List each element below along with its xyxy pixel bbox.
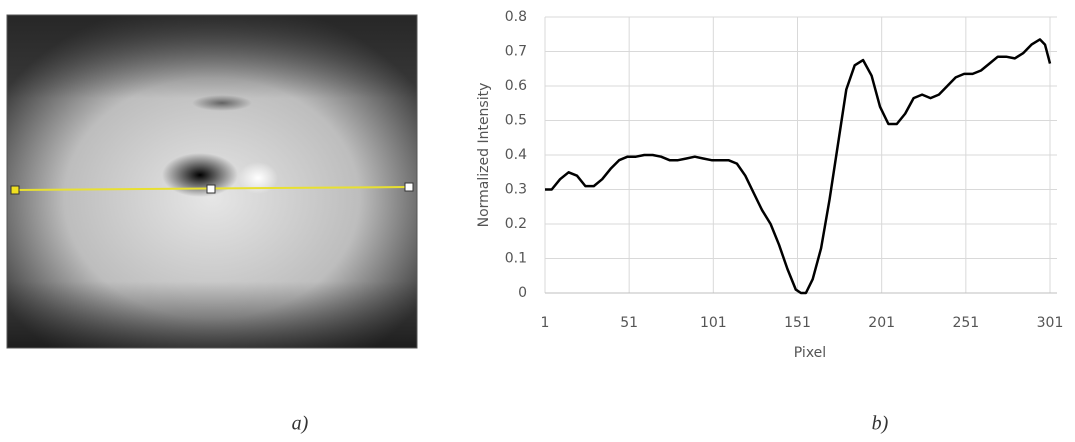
- x-tick-label: 101: [700, 315, 727, 331]
- x-axis-title: Pixel: [794, 345, 826, 361]
- image-panel: [6, 14, 418, 349]
- y-tick-label: 0.5: [505, 113, 527, 129]
- x-tick-label: 1: [541, 315, 550, 331]
- y-tick-label: 0.7: [505, 44, 527, 60]
- x-tick-label: 301: [1037, 315, 1064, 331]
- y-tick-label: 0.1: [505, 251, 527, 267]
- x-tick-label: 201: [868, 315, 895, 331]
- y-tick-label: 0.3: [505, 182, 527, 198]
- x-tick-label: 51: [620, 315, 638, 331]
- y-tick-label: 0.6: [505, 78, 527, 94]
- x-tick-label: 251: [952, 315, 979, 331]
- y-tick-label: 0: [518, 285, 527, 301]
- y-axis-title: Normalized Intensity: [476, 83, 492, 228]
- y-tick-label: 0.4: [505, 147, 527, 163]
- caption: b): [872, 413, 889, 435]
- y-tick-label: 0.2: [505, 216, 527, 232]
- x-tick-label: 151: [784, 315, 811, 331]
- caption: a): [292, 413, 309, 435]
- y-tick-label: 0.8: [505, 9, 527, 25]
- line-series: [545, 38, 1052, 295]
